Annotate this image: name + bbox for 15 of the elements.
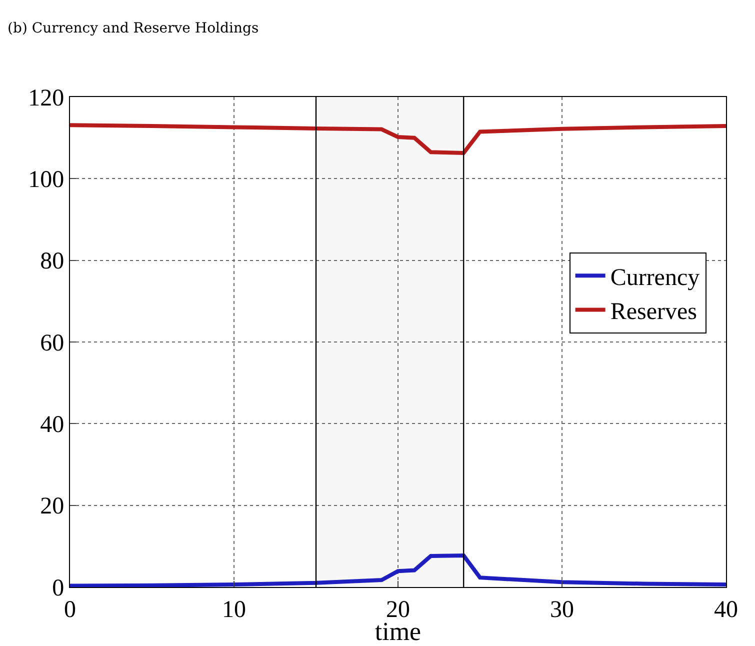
y-tick-label: 0 <box>52 575 64 602</box>
y-tick-label: 80 <box>40 248 64 275</box>
legend-label: Currency <box>610 264 700 291</box>
y-tick-label: 60 <box>40 330 64 356</box>
x-tick-label: 10 <box>222 596 246 623</box>
chart-title: (b) Currency and Reserve Holdings <box>8 20 259 36</box>
y-tick-label: 40 <box>40 412 64 438</box>
legend-label: Reserves <box>610 299 697 326</box>
y-tick-label: 20 <box>40 494 64 520</box>
line-series <box>70 554 726 587</box>
line-series <box>70 123 726 155</box>
y-tick-label: 120 <box>28 85 64 112</box>
x-tick-label: 30 <box>550 596 574 623</box>
x-tick-label: 40 <box>714 596 738 623</box>
y-tick-label: 100 <box>28 167 64 194</box>
